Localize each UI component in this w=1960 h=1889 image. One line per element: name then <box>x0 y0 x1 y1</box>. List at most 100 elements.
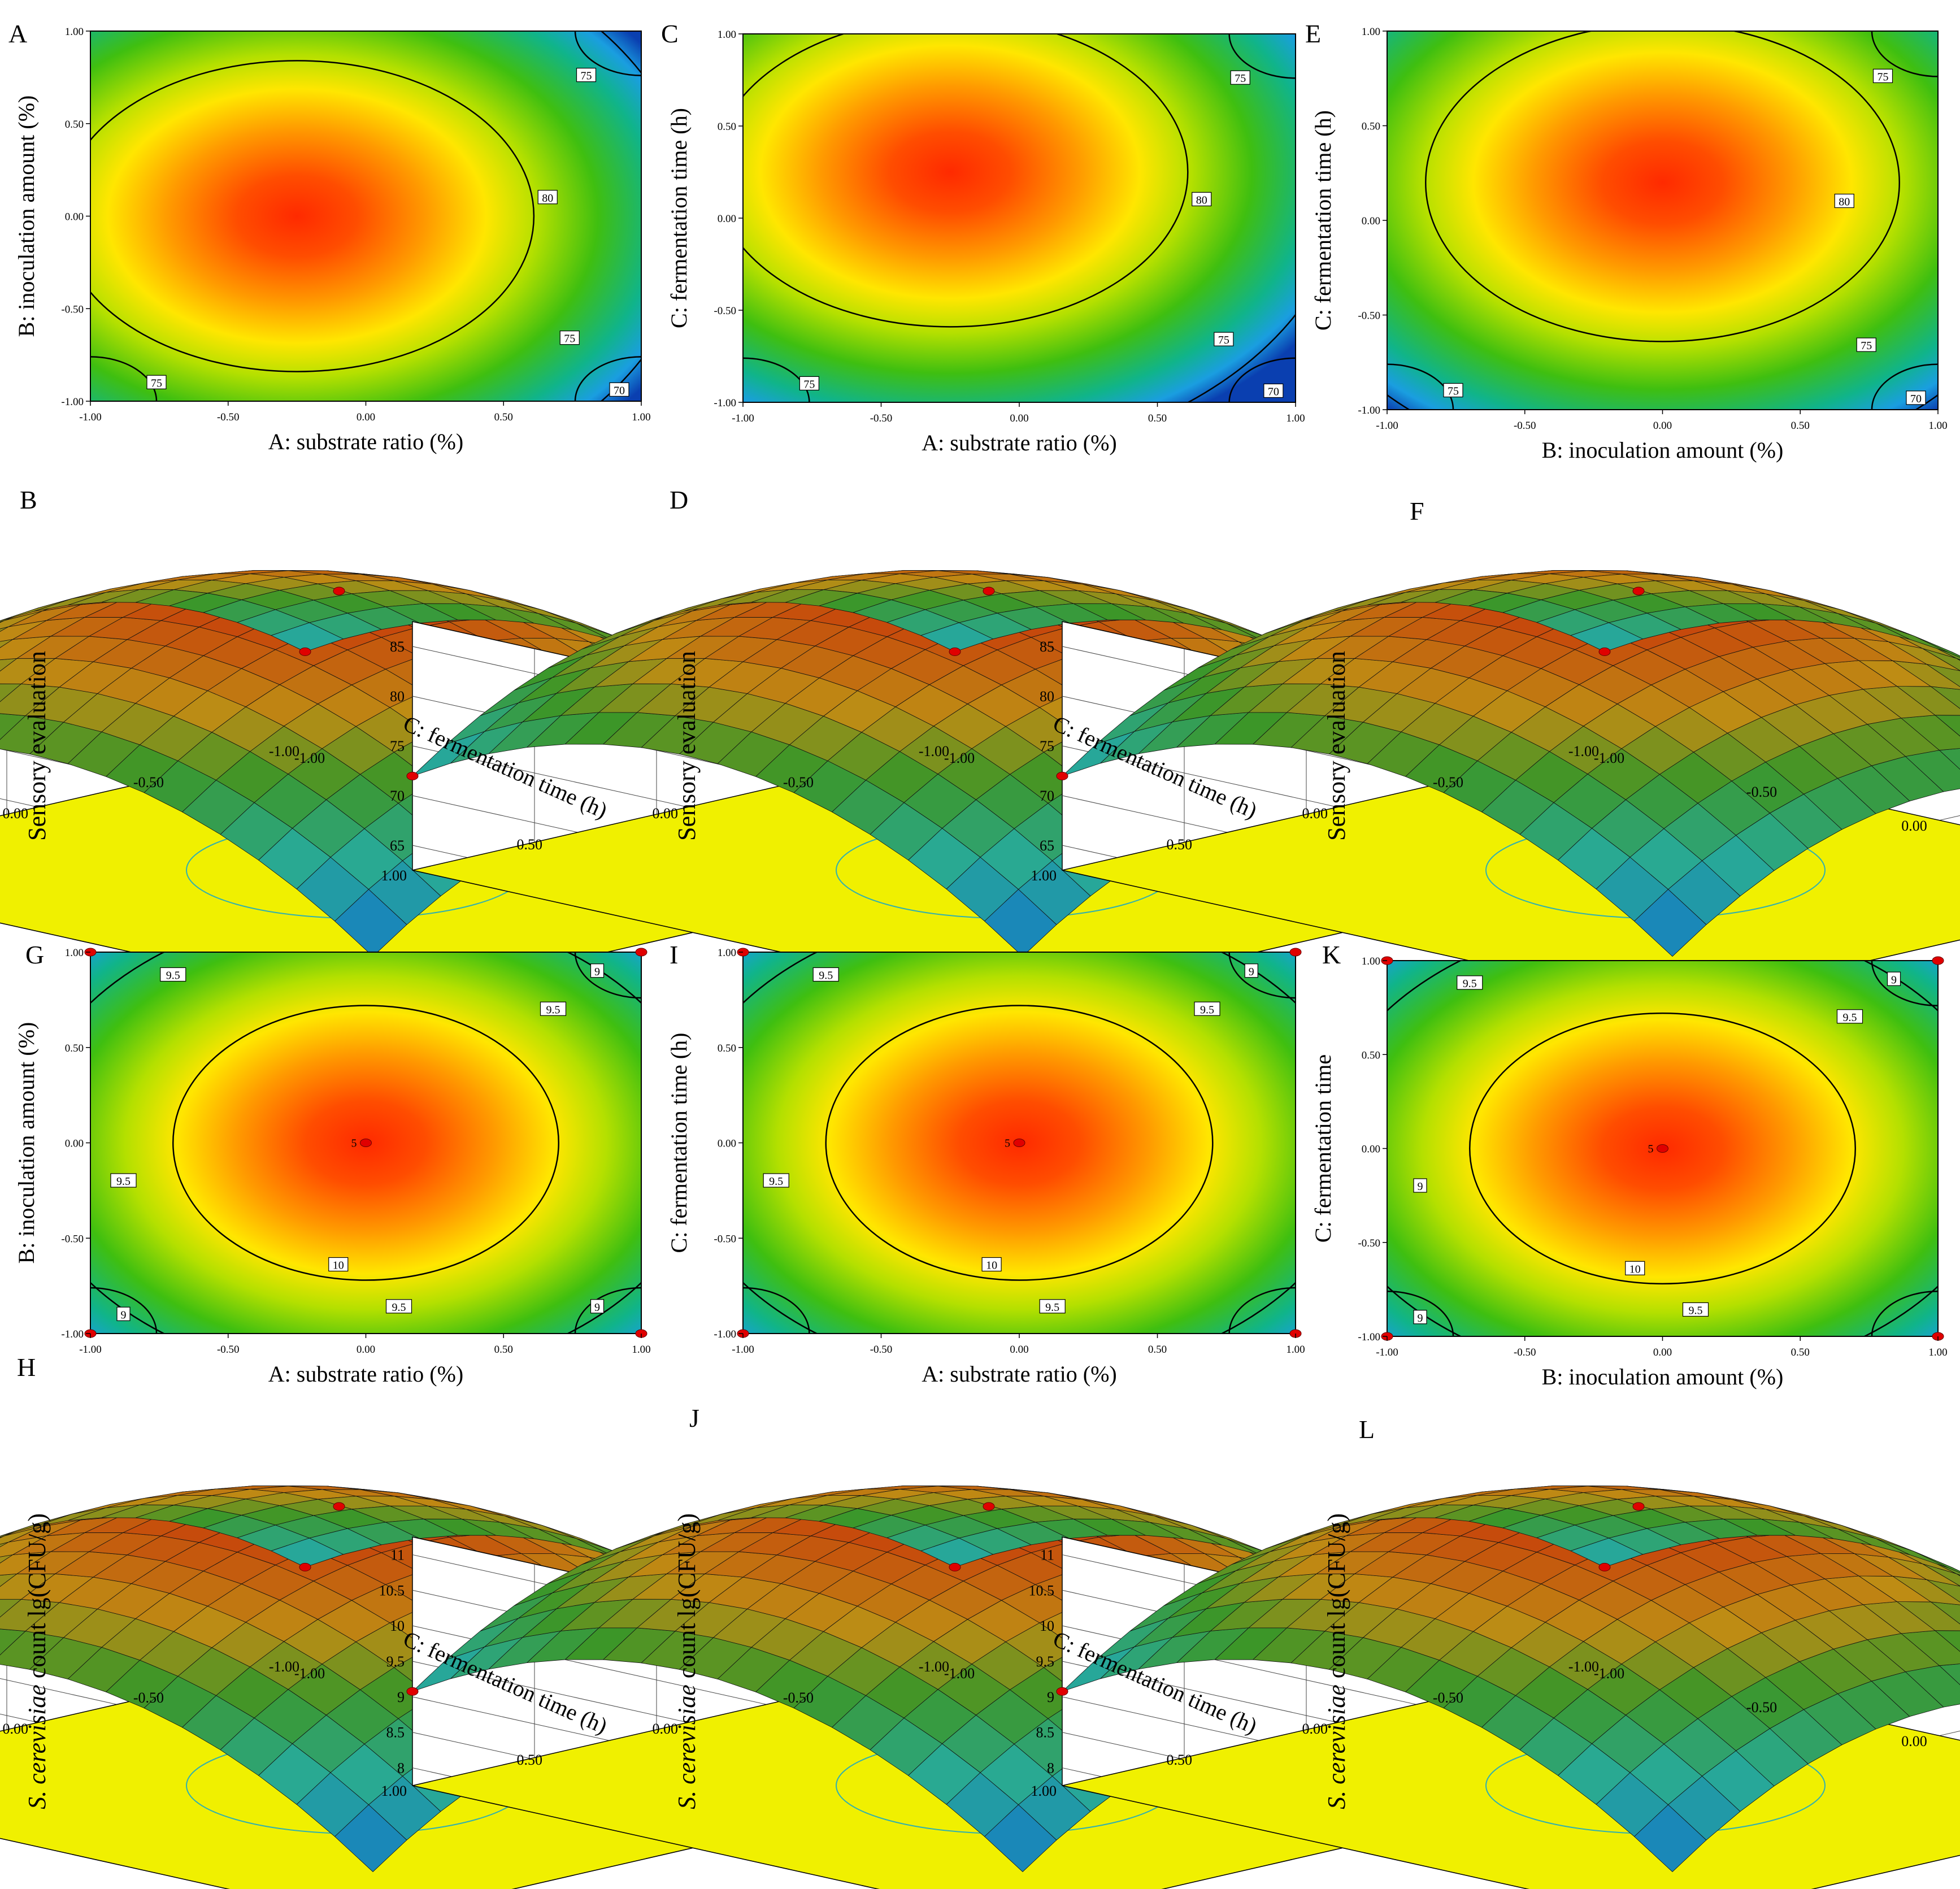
z-tick-label: 8 <box>397 1760 405 1777</box>
contour-level-box <box>1872 68 1893 84</box>
x-tick-label: 0.50 <box>1148 1344 1167 1356</box>
y-tick-label: -1.00 <box>919 1658 949 1675</box>
x-tick-label: 1.00 <box>632 411 650 423</box>
surface-design-point <box>1056 771 1068 780</box>
x-tick-label: -1.00 <box>1594 750 1624 766</box>
contour-level-label: 9.5 <box>1045 1301 1059 1314</box>
contour-level-box <box>110 1173 137 1188</box>
y-tick-label: 1.00 <box>1362 26 1380 38</box>
y-tick-label: 0.50 <box>517 1752 543 1768</box>
surface-cell <box>270 1538 344 1567</box>
surface-design-points <box>1056 587 1645 780</box>
contour-fill <box>90 31 641 401</box>
y-tick-label: 0.00 <box>65 211 84 223</box>
surface-design-point <box>1632 587 1645 596</box>
contour-level-box <box>1230 70 1250 85</box>
surface-panel-f: 65 70 75 80 85 -1.00 -0.50 0.00 0.50 1.00 -1.00 -0.… <box>1031 570 1960 1006</box>
contour-level-box <box>1906 390 1926 405</box>
design-point <box>1289 948 1302 957</box>
surface-design-point <box>333 587 345 596</box>
contour-level-label: 9 <box>1891 974 1897 986</box>
y-tick-label: -0.50 <box>61 303 84 315</box>
y-tick-label: -1.00 <box>269 743 299 759</box>
y-tick-label: -1.00 <box>61 396 84 408</box>
x-tick-label: 1.00 <box>1286 1344 1305 1356</box>
x-tick-label: 0.00 <box>1010 1344 1028 1356</box>
contour-level-label: 70 <box>1910 393 1922 405</box>
y-axis-label: B: inoculation amount (%) <box>14 95 39 337</box>
contour-level-box <box>590 963 605 978</box>
x-tick-label: 0.50 <box>1791 1347 1810 1358</box>
x-tick-label: 1.00 <box>1928 420 1947 432</box>
surface-design-point <box>1598 1562 1611 1571</box>
contour-panel-i: 10 9.5 9.5 9.5 9.5 9 5 -1.00 -0.50 0.00 0.50 1.00 -1… <box>666 947 1305 1387</box>
contour-level-label: 75 <box>1861 340 1872 352</box>
z-tick-label: 9 <box>1047 1689 1054 1705</box>
contour-level-box <box>1625 1261 1645 1275</box>
contour-level-box <box>537 190 558 205</box>
surface-design-point <box>1056 1687 1068 1696</box>
y-tick-label: 1.00 <box>1031 867 1057 884</box>
surface-design-point <box>983 587 995 596</box>
y-tick-label: 1.00 <box>1362 956 1380 967</box>
contour-level-label: 70 <box>614 384 625 397</box>
y-tick-label: 1.00 <box>65 947 84 959</box>
contour-level-label: 9 <box>1418 1180 1423 1193</box>
contour-level-label: 75 <box>564 333 575 345</box>
y-tick-label: -0.50 <box>133 1690 164 1706</box>
contour-level-label: 10 <box>1629 1263 1641 1275</box>
surface-cell <box>1570 622 1644 652</box>
center-point <box>1657 1144 1668 1153</box>
contour-level-box <box>981 1257 1002 1272</box>
contour-level-box <box>812 967 839 982</box>
y-tick-label: -0.50 <box>133 774 164 791</box>
surface-cell <box>920 1538 994 1567</box>
contour-fill <box>1387 31 1938 410</box>
surface-design-point <box>1632 1502 1645 1511</box>
x-axis-label: A: substrate ratio (%) <box>268 429 463 454</box>
contour-level-box <box>1192 192 1212 206</box>
contour-line <box>90 60 534 372</box>
x-tick-label: 0.00 <box>1653 420 1672 432</box>
x-axis-label: B: inoculation amount (%) <box>1542 1364 1784 1389</box>
y-tick-label: 0.50 <box>1362 1049 1380 1061</box>
z-axis-label-italic: S. cerevisiae <box>1323 1684 1350 1809</box>
x-tick-label: 0.50 <box>494 1344 513 1356</box>
surface-design-point <box>949 1562 961 1571</box>
contour-line <box>825 1005 1214 1281</box>
x-tick-label: -1.00 <box>79 1344 102 1356</box>
z-tick-label: 9.5 <box>1036 1653 1055 1670</box>
z-axis-label-rest: count lg(CFU/g) <box>673 1513 701 1684</box>
contour-level-box <box>1457 975 1483 990</box>
panel-letter-d: D <box>670 485 688 514</box>
center-point <box>360 1139 372 1147</box>
y-tick-label: 0.50 <box>517 836 543 853</box>
contour-level-box <box>1682 1302 1709 1317</box>
y-tick-label: 1.00 <box>718 947 736 959</box>
z-tick-label: 80 <box>390 688 405 705</box>
contour-level-label: 75 <box>803 378 815 390</box>
center-point-label: 5 <box>1648 1143 1654 1156</box>
surface-cell <box>920 622 994 652</box>
z-tick-label: 8 <box>1047 1760 1054 1777</box>
y-tick-label: -1.00 <box>714 1328 736 1340</box>
contour-level-box <box>1413 1178 1427 1193</box>
contour-level-box <box>1836 1009 1863 1024</box>
y-axis-label: B: inoculation amount (%) <box>14 1022 39 1264</box>
z-axis-label-rest: count lg(CFU/g) <box>1323 1513 1350 1684</box>
contour-level-box <box>1214 332 1234 346</box>
surface-cell <box>0 639 13 648</box>
z-tick-label: 9 <box>397 1689 405 1705</box>
z-tick-label: 10 <box>1040 1618 1054 1634</box>
z-tick-label: 65 <box>390 837 405 854</box>
y-tick-label: -0.50 <box>1358 1237 1380 1249</box>
z-tick-label: 75 <box>1040 738 1054 754</box>
contour-panel-e: 80 75 75 75 70 -1.00 -0.50 0.00 0.50 1.00 -1.00 -0.… <box>1310 26 1948 463</box>
contour-level-box <box>763 1173 789 1188</box>
y-tick-label: 0.00 <box>1362 1144 1380 1156</box>
contour-level-label: 10 <box>333 1260 344 1272</box>
contour-level-box <box>1443 383 1463 398</box>
x-tick-label: -1.00 <box>732 412 754 424</box>
y-tick-label: 0.50 <box>1362 121 1380 133</box>
